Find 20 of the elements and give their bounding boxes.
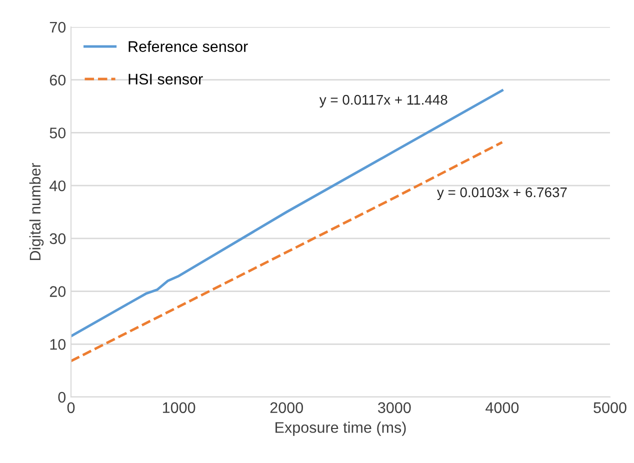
legend-label: Reference sensor xyxy=(128,40,248,52)
y-tick-label: 10 xyxy=(50,339,66,350)
y-tick-label: 70 xyxy=(50,22,66,33)
y-tick-label: 20 xyxy=(50,286,66,297)
legend-label: HSI sensor xyxy=(128,74,203,85)
y-tick-label: 40 xyxy=(50,180,66,192)
x-tick-label: 5000 xyxy=(594,402,626,414)
x-tick-label: 2000 xyxy=(270,402,303,414)
y-tick-label: 0 xyxy=(58,392,66,403)
annotation: y = 0.0117x + 11.448 xyxy=(319,94,448,108)
x-axis-title: Exposure time (ms) xyxy=(276,422,406,436)
x-tick-label: 1000 xyxy=(162,402,196,414)
x-tick-label: 3000 xyxy=(378,402,411,414)
y-tick-label: 50 xyxy=(50,128,66,138)
y-tick-label: 30 xyxy=(50,233,66,244)
y-axis-title: Digital number xyxy=(29,163,44,260)
annotation: y = 0.0103x + 6.7637 xyxy=(436,187,567,200)
x-tick-label: 0 xyxy=(67,402,75,414)
x-tick-label: 4000 xyxy=(486,402,519,414)
y-tick-label: 60 xyxy=(50,74,66,86)
